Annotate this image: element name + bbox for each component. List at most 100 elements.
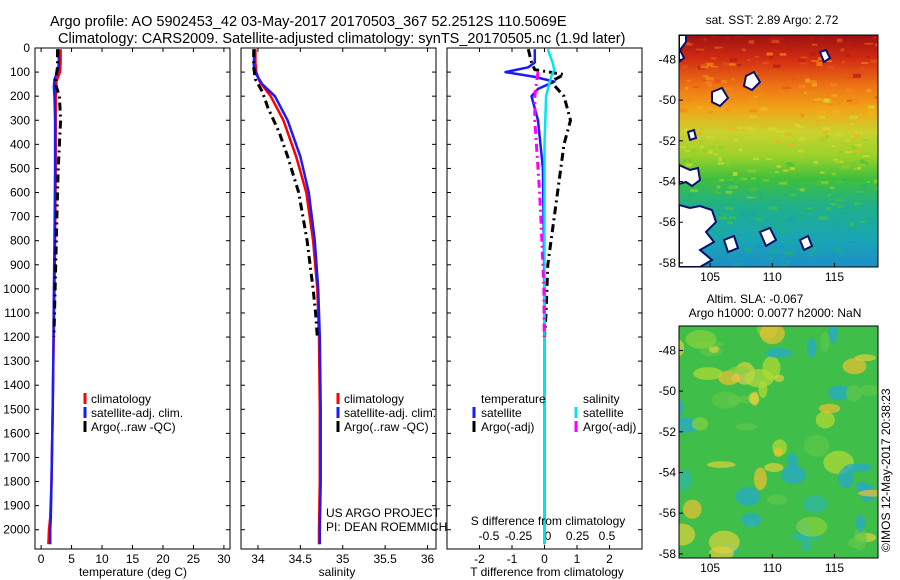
sst-texture-cell <box>846 88 852 92</box>
sst-texture-cell <box>861 161 868 166</box>
sla-blob <box>853 526 867 551</box>
sla-blob <box>767 494 787 505</box>
sst-texture-cell <box>819 171 825 174</box>
sst-texture-cell <box>782 158 789 162</box>
sla-blob <box>818 403 841 414</box>
sst-texture-cell <box>690 189 699 193</box>
sst-texture-cell <box>796 212 805 217</box>
sst-texture-cell <box>853 134 858 139</box>
sst-texture-cell <box>797 125 805 129</box>
sst-texture-cell <box>736 233 744 236</box>
sst-texture-cell <box>755 219 764 222</box>
sst-texture-cell <box>817 116 825 119</box>
sst-texture-cell <box>768 127 778 131</box>
y-tick-label: 1400 <box>3 378 30 392</box>
sst-texture-cell <box>788 216 797 220</box>
sst-texture-cell <box>746 59 751 61</box>
sst-texture-cell <box>822 127 830 131</box>
sla-blob <box>727 395 740 406</box>
sst-texture-cell <box>719 213 726 216</box>
sst-texture-cell <box>772 119 777 122</box>
sst-texture-cell <box>858 163 866 166</box>
sst-texture-cell <box>777 47 784 49</box>
sst-texture-cell <box>737 255 741 258</box>
sst-texture-cell <box>774 224 779 228</box>
y-tick-label: 300 <box>10 113 30 127</box>
sst-texture-cell <box>716 185 721 189</box>
sst-texture-cell <box>870 59 878 64</box>
sst-texture-cell <box>800 113 805 118</box>
sst-texture-cell <box>766 158 773 161</box>
sst-texture-cell <box>837 119 844 124</box>
y-tick-label: 1000 <box>3 282 30 296</box>
sst-texture-cell <box>845 53 851 58</box>
map-y-tick-label: -56 <box>659 506 677 520</box>
sst-texture-cell <box>859 220 866 223</box>
sst-texture-cell <box>787 163 795 168</box>
sst-texture-cell <box>715 229 723 233</box>
sst-texture-cell <box>777 41 785 45</box>
sst-texture-cell <box>871 36 878 39</box>
sst-texture-cell <box>776 219 783 223</box>
sst-texture-cell <box>847 99 852 102</box>
sst-texture-cell <box>848 241 856 244</box>
sst-texture-cell <box>744 45 754 49</box>
sst-texture-cell <box>800 62 807 65</box>
legend-label-temp-argo: Argo(-adj) <box>481 420 534 434</box>
timestamp-watermark: ©IMOS 12-May-2017 20:38:23 <box>879 388 893 552</box>
sst-texture-cell <box>775 37 783 41</box>
sla-blob <box>691 417 709 431</box>
sst-texture-cell <box>684 150 692 152</box>
sla-blob <box>828 385 851 401</box>
sst-texture-cell <box>798 149 804 153</box>
sla-blob <box>753 467 767 491</box>
sst-texture-cell <box>849 152 855 156</box>
sst-texture-cell <box>707 91 713 96</box>
sst-texture-cell <box>736 178 743 181</box>
sst-texture-cell <box>767 38 773 42</box>
sla-blob <box>804 434 830 457</box>
sla-blob <box>679 469 692 492</box>
sst-texture-cell <box>852 133 861 136</box>
sst-texture-cell <box>713 191 722 194</box>
sst-texture-cell <box>781 134 785 137</box>
sst-texture-cell <box>731 78 735 81</box>
sst-texture-cell <box>690 94 697 98</box>
sst-texture-cell <box>801 208 809 213</box>
sst-texture-cell <box>761 226 768 230</box>
sla-blob <box>843 463 873 472</box>
secondary-x-tick-label: 0.25 <box>566 529 590 543</box>
sst-texture-cell <box>718 157 722 162</box>
y-tick-label: 200 <box>10 89 30 103</box>
secondary-x-tick-label: 0 <box>545 529 552 543</box>
sst-texture-cell <box>729 216 736 219</box>
sst-texture-cell <box>805 207 813 210</box>
sst-texture-cell <box>796 115 800 118</box>
sst-texture-cell <box>684 128 688 132</box>
series-argo-raw-qc <box>252 49 319 338</box>
sst-texture-cell <box>820 214 828 216</box>
sst-texture-cell <box>827 103 834 106</box>
sst-texture-cell <box>875 132 878 136</box>
sst-texture-cell <box>729 58 738 62</box>
sst-texture-cell <box>847 209 857 211</box>
sst-texture-cell <box>780 264 787 267</box>
sst-texture-cell <box>737 63 742 67</box>
sst-texture-cell <box>749 109 758 113</box>
sst-texture-cell <box>769 55 774 59</box>
sst-texture-cell <box>749 115 757 119</box>
sst-texture-cell <box>783 260 787 263</box>
sst-texture-cell <box>809 36 814 39</box>
sst-texture-cell <box>806 97 810 101</box>
legend-label-sal-satellite: satellite <box>583 406 624 420</box>
sst-texture-cell <box>684 98 692 102</box>
sst-texture-cell <box>875 199 878 202</box>
sst-texture-cell <box>754 56 760 58</box>
sst-texture-cell <box>823 98 830 103</box>
sla-blob <box>845 385 862 402</box>
sst-texture-cell <box>867 89 871 93</box>
x-tick-label: 5 <box>68 552 75 566</box>
map-x-tick-label: 115 <box>825 270 844 284</box>
sst-texture-cell <box>859 159 865 163</box>
